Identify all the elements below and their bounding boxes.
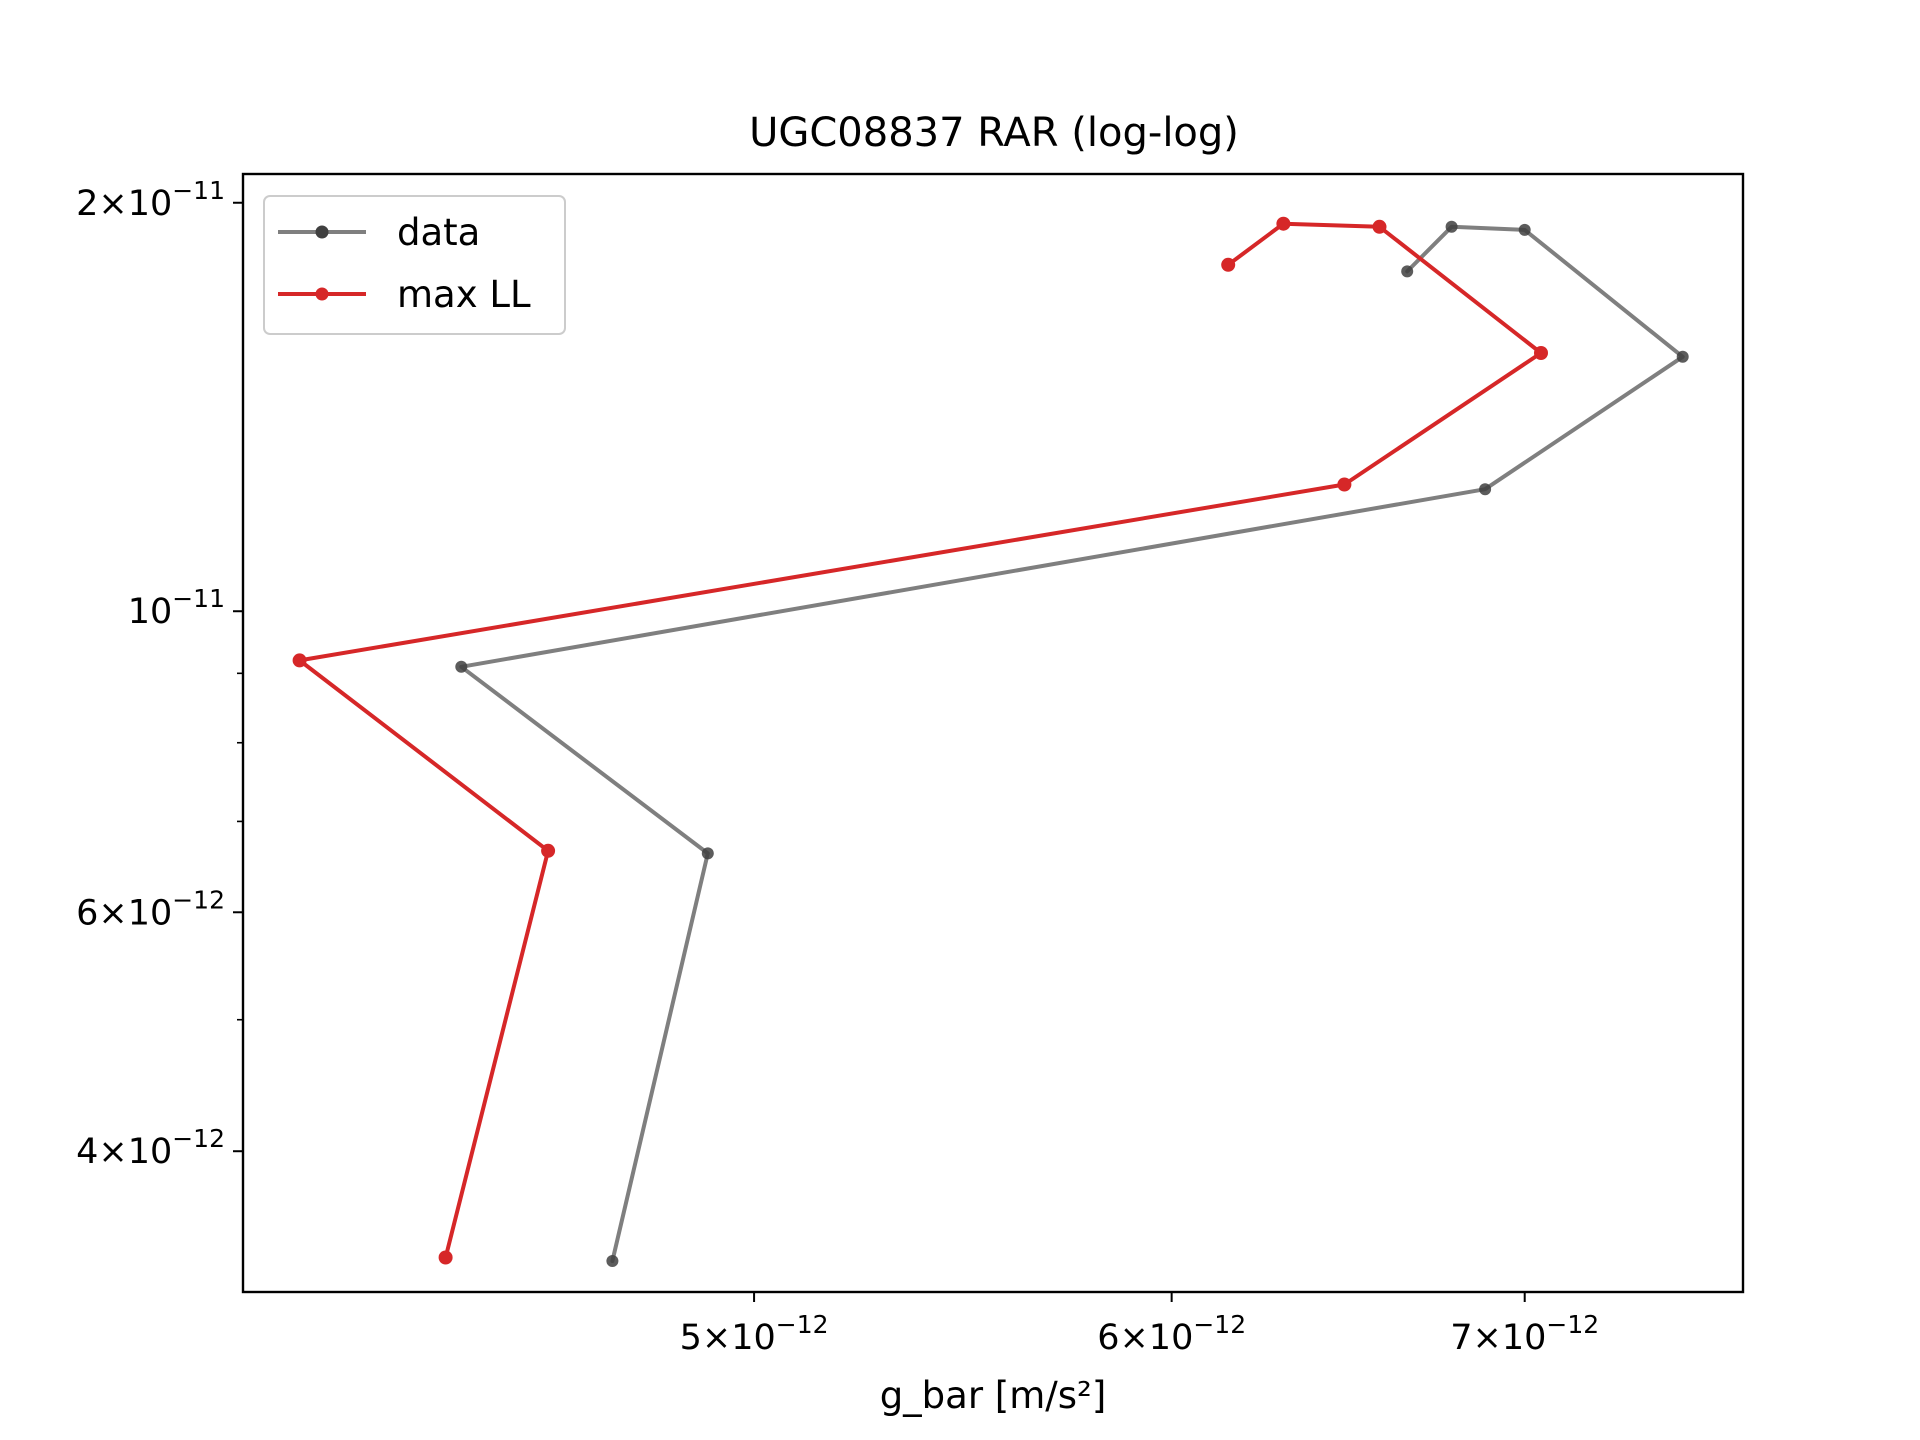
legend-item: data xyxy=(278,211,480,254)
legend-items: data max LL xyxy=(278,211,531,316)
data-point xyxy=(292,653,307,668)
data-point xyxy=(455,660,468,673)
tick-base: 10 xyxy=(128,592,173,632)
data-point xyxy=(1445,220,1458,233)
tick-exponent: −11 xyxy=(172,584,225,613)
tick-times: × xyxy=(98,893,127,933)
tick-times: × xyxy=(702,1318,731,1358)
tick-exponent: −12 xyxy=(172,885,225,914)
data-point xyxy=(1337,477,1352,492)
axes-frame xyxy=(241,172,1745,1294)
tick-times: × xyxy=(98,1132,127,1172)
tick-exponent: −12 xyxy=(776,1310,829,1339)
tick-base: 10 xyxy=(128,893,173,933)
tick-label: 7×10−12 xyxy=(1450,1310,1599,1358)
tick-base: 10 xyxy=(1149,1318,1194,1358)
chart-title: UGC08837 RAR (log-log) xyxy=(749,110,1239,156)
data-point xyxy=(1221,257,1236,272)
legend-marker xyxy=(315,287,329,301)
series-line xyxy=(297,221,1543,1260)
legend-item: max LL xyxy=(278,273,531,316)
tick-mantissa: 5 xyxy=(680,1318,702,1358)
tick-exponent: −12 xyxy=(1193,1310,1246,1339)
legend-marker xyxy=(315,225,329,239)
tick-label: 6×10−12 xyxy=(1097,1310,1246,1358)
data-point xyxy=(1676,350,1689,363)
data-point xyxy=(1276,216,1291,231)
tick-mantissa: 4 xyxy=(76,1132,98,1172)
tick-base: 10 xyxy=(128,1132,173,1172)
series-data xyxy=(455,220,1689,1267)
series-line xyxy=(459,224,1685,1263)
legend-label: max LL xyxy=(397,273,531,316)
data-point xyxy=(438,1250,453,1265)
data-point xyxy=(1518,223,1531,236)
data-point xyxy=(606,1255,619,1267)
tick-base: 10 xyxy=(731,1318,776,1358)
x-axis-label: g_bar [m/s²] xyxy=(880,1374,1107,1417)
legend: data max LL xyxy=(263,195,566,335)
data-point xyxy=(1372,219,1387,234)
data-point xyxy=(1534,346,1548,360)
tick-label: 2×10−11 xyxy=(76,176,225,224)
tick-times: × xyxy=(98,184,127,224)
tick-mantissa: 2 xyxy=(76,184,98,224)
tick-exponent: −12 xyxy=(1546,1310,1599,1339)
tick-exponent: −11 xyxy=(172,176,225,205)
data-point xyxy=(1479,483,1492,496)
tick-mantissa: 7 xyxy=(1450,1318,1472,1358)
tick-mantissa: 6 xyxy=(1097,1318,1119,1358)
series-layer xyxy=(292,216,1689,1267)
data-point xyxy=(1401,265,1414,278)
legend-label: data xyxy=(397,211,480,254)
tick-mantissa: 6 xyxy=(76,893,98,933)
tick-label: 10−11 xyxy=(128,584,225,632)
series-max-ll xyxy=(292,216,1548,1265)
x-axis: 5×10−12 6×10−12 7×10−12 xyxy=(680,1292,1599,1358)
tick-base: 10 xyxy=(1502,1318,1547,1358)
tick-label: 6×10−12 xyxy=(76,885,225,933)
tick-base: 10 xyxy=(128,184,173,224)
tick-label: 4×10−12 xyxy=(76,1124,225,1172)
data-point xyxy=(541,843,556,858)
tick-times: × xyxy=(1119,1318,1148,1358)
tick-label: 5×10−12 xyxy=(680,1310,829,1358)
tick-exponent: −12 xyxy=(172,1124,225,1153)
plot-area xyxy=(241,172,1745,1294)
tick-times: × xyxy=(1473,1318,1502,1358)
data-point xyxy=(701,847,714,860)
